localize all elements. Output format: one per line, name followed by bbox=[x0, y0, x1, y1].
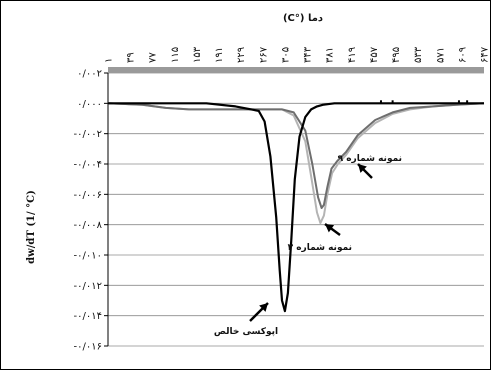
series-line-1 bbox=[108, 102, 484, 313]
annotation-arrow-head bbox=[325, 224, 335, 233]
chart-title: دما (°C) bbox=[283, 13, 323, 24]
y-tick-label: -۰/۰۱۴ bbox=[74, 311, 102, 322]
annotation-label: نمونه شماره ۳ bbox=[288, 243, 352, 253]
x-tick-label: ۴۱۹ bbox=[347, 47, 358, 63]
y-tick-label: ۰/۰۰۲ bbox=[77, 69, 102, 80]
annotation-label: نمونه شماره ۹ bbox=[338, 154, 402, 164]
x-axis-band bbox=[108, 67, 484, 73]
x-tick-label: ۱۱۵ bbox=[170, 47, 181, 63]
y-tick-label: ۰/۰۰۰ bbox=[77, 99, 102, 110]
x-tick-label: ۱۵۳ bbox=[192, 46, 203, 63]
y-tick-label: -۰/۰۱۲ bbox=[74, 281, 102, 292]
x-tick-label: ۶۰۹ bbox=[457, 47, 468, 63]
y-tick-label: -۰/۰۱۰ bbox=[74, 251, 102, 262]
x-tick-label: ۵۷۱ bbox=[435, 47, 446, 63]
x-tick-label: ۳۰۵ bbox=[280, 47, 291, 63]
x-tick-label: ۶۴۷ bbox=[480, 46, 491, 63]
y-tick-label: -۰/۰۰۲ bbox=[74, 129, 102, 140]
x-tick-label: ۴۵۷ bbox=[369, 46, 380, 63]
series-line-2 bbox=[107, 102, 485, 209]
annotation-arrow-head bbox=[259, 303, 268, 312]
x-tick-label: ۱۹۱ bbox=[214, 47, 225, 63]
y-tick-label: -۰/۰۰۴ bbox=[74, 160, 102, 171]
y-axis-label: dw/dT (1/ °C) bbox=[26, 190, 37, 264]
x-tick-label: ۷۷ bbox=[148, 52, 159, 63]
plot-area: ۰/۰۰۲ ۰/۰۰۰ -۰/۰۰۲ -۰/۰۰۴ -۰/۰۰۶ -۰/۰۰۸ -۰/۰۱۰… bbox=[74, 46, 491, 352]
x-tick-label: ۳۴۳ bbox=[303, 46, 314, 63]
x-tick-label: ۴۹۵ bbox=[391, 47, 402, 63]
x-tick-label: ۵۳۳ bbox=[413, 46, 424, 63]
y-tick-label: -۰/۰۰۸ bbox=[74, 220, 103, 231]
y-tick-label: -۰/۰۰۶ bbox=[74, 190, 102, 201]
x-tick-label: ۲۲۹ bbox=[236, 47, 247, 63]
y-tick-label: -۰/۰۱۶ bbox=[74, 342, 102, 353]
x-tick-label: ۱ bbox=[104, 58, 115, 63]
x-tick-label: ۳۹ bbox=[126, 52, 137, 63]
annotation-arrow-head bbox=[358, 164, 367, 173]
annotation-label: اپوکسی خالص bbox=[214, 327, 278, 337]
x-tick-label: ۳۸۱ bbox=[325, 47, 336, 63]
x-tick-label: ۲۶۷ bbox=[258, 46, 269, 63]
